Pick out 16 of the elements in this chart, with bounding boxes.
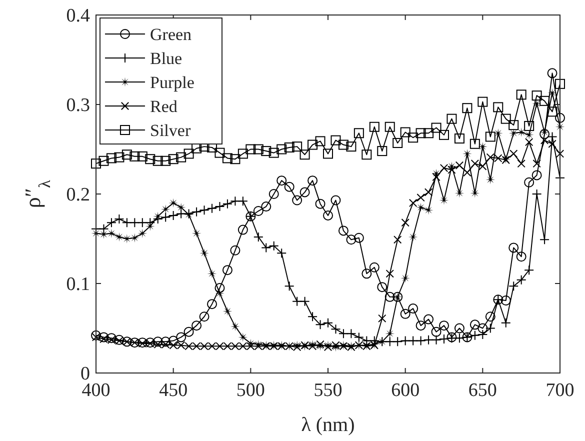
legend-label: Red <box>150 96 178 116</box>
legend-label: Green <box>150 24 192 44</box>
y-tick-label: 0.4 <box>66 6 90 27</box>
x-tick-label: 650 <box>468 380 497 401</box>
x-tick-label: 550 <box>314 380 342 401</box>
legend-label: Blue <box>150 48 182 68</box>
x-axis-title: λ (nm) <box>301 414 355 436</box>
legend-label: Purple <box>150 72 194 92</box>
legend-label: Silver <box>150 120 191 140</box>
x-tick-label: 600 <box>391 380 420 401</box>
x-tick-label: 450 <box>159 380 188 401</box>
y-tick-label: 0.2 <box>66 184 90 206</box>
y-tick-label: 0.1 <box>66 274 90 296</box>
x-tick-label: 500 <box>236 380 265 401</box>
y-tick-label: 0.3 <box>66 95 90 116</box>
x-tick-label: 700 <box>546 380 574 401</box>
